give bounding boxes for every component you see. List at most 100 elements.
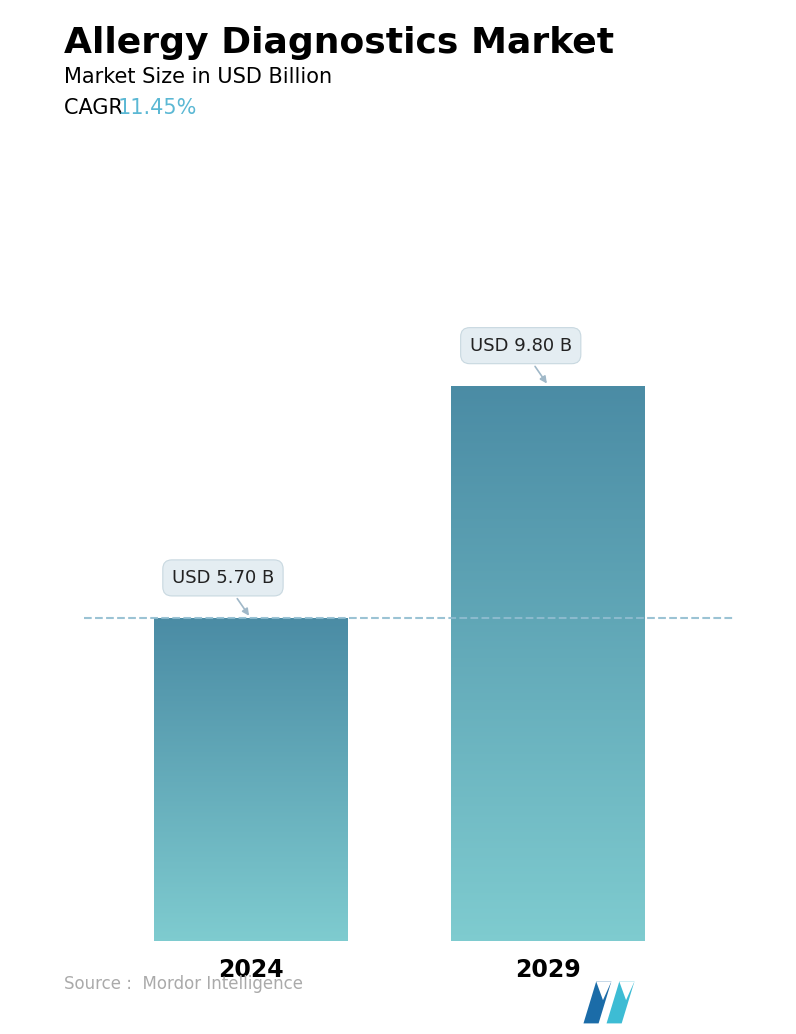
Bar	[154, 815, 348, 816]
Bar	[451, 415, 646, 418]
Bar	[451, 829, 646, 831]
Bar	[451, 459, 646, 462]
Bar	[154, 883, 348, 884]
Bar	[451, 622, 646, 625]
Bar	[451, 637, 646, 639]
Bar	[451, 534, 646, 536]
Bar	[451, 798, 646, 800]
Bar	[451, 835, 646, 838]
Bar	[154, 872, 348, 873]
Bar	[451, 393, 646, 395]
Bar	[451, 700, 646, 702]
Bar	[451, 541, 646, 543]
Bar	[451, 774, 646, 777]
Bar	[451, 430, 646, 432]
Bar	[154, 794, 348, 795]
Text: USD 9.80 B: USD 9.80 B	[470, 337, 572, 382]
Bar	[451, 552, 646, 554]
Bar	[451, 689, 646, 691]
Bar	[451, 597, 646, 599]
Bar	[154, 731, 348, 732]
Bar	[154, 720, 348, 722]
Bar	[154, 795, 348, 797]
Bar	[154, 891, 348, 892]
Bar	[154, 890, 348, 891]
Bar	[154, 640, 348, 642]
Bar	[154, 754, 348, 755]
Bar	[451, 918, 646, 920]
Bar	[154, 699, 348, 700]
Bar	[451, 810, 646, 812]
Bar	[451, 493, 646, 495]
Bar	[154, 759, 348, 760]
Bar	[154, 837, 348, 838]
Bar	[451, 395, 646, 397]
Bar	[451, 445, 646, 447]
Bar	[154, 788, 348, 789]
Bar	[154, 875, 348, 877]
Bar	[451, 477, 646, 479]
Bar	[451, 473, 646, 475]
Bar	[451, 768, 646, 770]
Bar	[154, 766, 348, 767]
Bar	[451, 681, 646, 683]
Bar	[154, 662, 348, 663]
Bar	[451, 752, 646, 754]
Bar	[451, 435, 646, 437]
Bar	[451, 733, 646, 735]
Bar	[451, 721, 646, 723]
Bar	[451, 565, 646, 568]
Bar	[154, 884, 348, 885]
Bar	[154, 817, 348, 818]
Bar	[154, 893, 348, 894]
Bar	[154, 729, 348, 730]
Bar	[154, 818, 348, 819]
Bar	[451, 391, 646, 393]
Bar	[154, 876, 348, 878]
Bar	[451, 674, 646, 676]
Bar	[154, 622, 348, 624]
Bar	[154, 822, 348, 824]
Bar	[451, 632, 646, 634]
Bar	[451, 557, 646, 559]
Bar	[451, 548, 646, 550]
Bar	[154, 749, 348, 751]
Bar	[154, 930, 348, 932]
Bar	[154, 881, 348, 883]
Bar	[154, 857, 348, 858]
Bar	[154, 939, 348, 940]
Bar	[154, 870, 348, 871]
Bar	[154, 672, 348, 673]
Bar	[451, 506, 646, 508]
Bar	[451, 528, 646, 530]
Bar	[154, 843, 348, 844]
Bar	[451, 813, 646, 815]
Bar	[451, 613, 646, 615]
Bar	[154, 648, 348, 649]
Bar	[154, 762, 348, 763]
Bar	[451, 922, 646, 924]
Bar	[451, 389, 646, 391]
Bar	[451, 618, 646, 620]
Bar	[451, 705, 646, 708]
Bar	[451, 634, 646, 636]
Bar	[451, 576, 646, 578]
Bar	[451, 881, 646, 884]
Bar	[154, 730, 348, 731]
Bar	[451, 646, 646, 648]
Bar	[154, 637, 348, 639]
Bar	[451, 456, 646, 458]
Text: Source :  Mordor Intelligence: Source : Mordor Intelligence	[64, 975, 302, 993]
Bar	[154, 725, 348, 726]
Bar	[451, 852, 646, 854]
Bar	[451, 554, 646, 556]
Bar	[154, 641, 348, 643]
Bar	[154, 911, 348, 912]
Bar	[154, 800, 348, 802]
Bar	[154, 782, 348, 783]
Bar	[154, 910, 348, 911]
Bar	[154, 840, 348, 841]
Bar	[451, 510, 646, 512]
Bar	[154, 808, 348, 809]
Bar	[451, 894, 646, 896]
